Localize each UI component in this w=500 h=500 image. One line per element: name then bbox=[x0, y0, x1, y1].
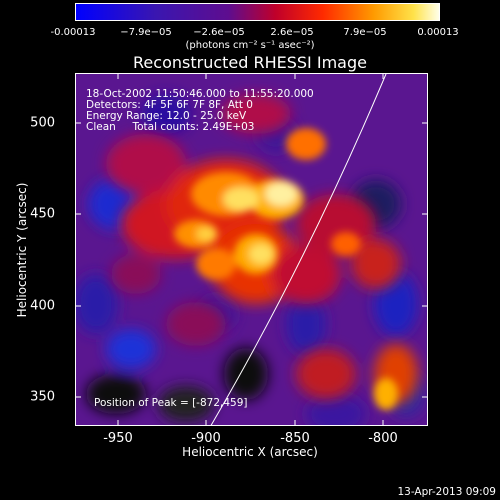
y-tick-label: 350 bbox=[30, 389, 55, 405]
info-detectors: Detectors: 4F 5F 6F 7F 8F, Att 0 bbox=[86, 99, 253, 111]
info-energy: Energy Range: 12.0 - 25.0 keV bbox=[86, 110, 247, 122]
peak-position: Position of Peak = [-872,459] bbox=[94, 397, 248, 409]
x-tick-label: -800 bbox=[368, 431, 398, 446]
y-tick-label: 500 bbox=[30, 115, 55, 131]
solar-limb bbox=[210, 74, 387, 425]
colorbar-gradient bbox=[76, 4, 439, 20]
colorbar-tick: 0.00013 bbox=[417, 27, 459, 38]
info-time: 18-Oct-2002 11:50:46.000 to 11:55:20.000 bbox=[86, 88, 314, 100]
x-tick-label: -950 bbox=[103, 431, 133, 446]
y-tick-label: 400 bbox=[30, 298, 55, 314]
colorbar-tick: −7.9e−05 bbox=[120, 27, 172, 38]
info-clean: Clean Total counts: 2.49E+03 bbox=[86, 121, 255, 133]
x-tick-label: -900 bbox=[191, 431, 221, 446]
background-blobs bbox=[76, 94, 424, 425]
colorbar-tick: 7.9e−05 bbox=[343, 27, 387, 38]
colorbar-tick: -0.00013 bbox=[50, 27, 96, 38]
colorbar-tick: 2.6e−05 bbox=[270, 27, 314, 38]
render-timestamp: 13-Apr-2013 09:09 bbox=[397, 486, 496, 498]
image-title: Reconstructed RHESSI Image bbox=[133, 53, 367, 72]
colorbar bbox=[75, 3, 440, 21]
y-tick-label: 450 bbox=[30, 206, 55, 222]
x-tick-label: -850 bbox=[280, 431, 310, 446]
colorbar-unit: (photons cm⁻² s⁻¹ asec⁻²) bbox=[185, 40, 315, 51]
colorbar-tick: −2.6e−05 bbox=[193, 27, 245, 38]
rhessi-image bbox=[76, 74, 427, 425]
image-plot: 18-Oct-2002 11:50:46.000 to 11:55:20.000… bbox=[75, 73, 428, 426]
emission-cores bbox=[174, 128, 398, 410]
y-axis-label: Heliocentric Y (arcsec) bbox=[15, 182, 29, 318]
x-axis-label: Heliocentric X (arcsec) bbox=[182, 445, 318, 459]
